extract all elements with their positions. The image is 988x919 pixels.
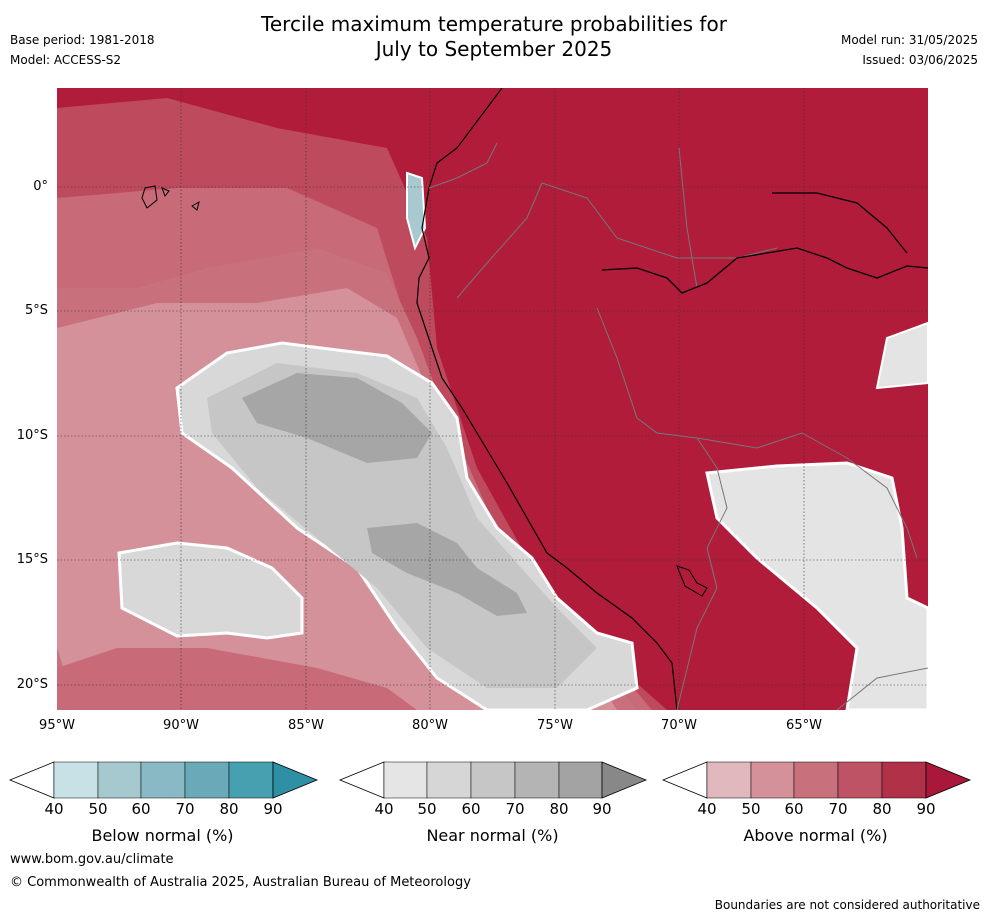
lat-tick: 10°S [16,428,48,443]
below-normal-label: Below normal (%) [91,826,234,845]
meta-left: Base period: 1981-2018 Model: ACCESS-S2 [10,30,155,70]
title-line-1: Tercile maximum temperature probabilitie… [261,12,727,36]
colorbar-below [8,761,319,799]
colorbar-above-40 [706,761,752,799]
colorbar-below-60 [140,761,186,799]
region-near-90 [242,373,432,463]
above-tick: 60 [784,800,804,818]
probability-map [57,88,928,710]
issued-date: Issued: 03/06/2025 [862,53,978,67]
near-tick: 40 [374,800,394,818]
below-tick: 80 [219,800,239,818]
below-tick: 90 [263,800,283,818]
colorbar-near-80 [558,761,603,799]
lat-tick: 5°S [24,303,48,318]
colorbar-near-low [338,761,385,799]
website-link: www.bom.gov.au/climate [10,852,174,867]
above-tick: 70 [828,800,848,818]
colorbar-below-70 [184,761,230,799]
near-tick: 70 [505,800,525,818]
near-tick: 90 [592,800,612,818]
colorbar-below-low [8,761,55,799]
lat-tick: 20°S [16,677,48,692]
colorbar-above-60 [793,761,839,799]
lon-tick: 80°W [412,718,448,733]
colorbar-below-40 [53,761,99,799]
chart-title: Tercile maximum temperature probabilitie… [0,12,988,62]
colorbar-below-80 [228,761,274,799]
colorbar-near-high [601,761,648,799]
colorbar-near-60 [470,761,516,799]
colorbar-near [338,761,648,799]
above-tick: 90 [916,800,936,818]
region-near-normal-east [705,461,928,710]
below-tick: 50 [88,800,108,818]
colorbar-above [661,761,972,799]
lon-tick: 65°W [786,718,822,733]
colorbar-above-70 [837,761,883,799]
region-above-60-south [57,648,417,710]
near-tick: 50 [417,800,437,818]
near-tick: 80 [549,800,569,818]
colorbar-above-low [661,761,708,799]
region-near-normal-northeast [875,321,928,390]
below-tick: 60 [131,800,151,818]
lake-titicaca [676,565,708,597]
lon-tick: 95°W [39,718,75,733]
model-run: Model run: 31/05/2025 [840,33,978,47]
near-tick: 60 [461,800,481,818]
colorbar-above-80 [881,761,927,799]
above-tick: 80 [872,800,892,818]
colorbars [8,761,972,799]
lon-tick: 70°W [661,718,697,733]
coastline [416,88,678,710]
map-grid [57,88,928,710]
lon-tick: 85°W [288,718,324,733]
colorbar-near-50 [426,761,472,799]
colorbar-below-50 [97,761,142,799]
lon-tick: 90°W [163,718,199,733]
region-below-normal-coast [406,171,427,251]
colorbar-below-high [272,761,319,799]
region-near-90-south [367,523,527,616]
meta-right: Model run: 31/05/2025 Issued: 03/06/2025 [841,30,978,70]
above-tick: 50 [741,800,761,818]
country-borders [428,142,928,710]
rivers [601,192,928,294]
colorbar-above-high [925,761,972,799]
below-tick: 40 [44,800,64,818]
above-tick: 40 [697,800,717,818]
below-tick: 70 [175,800,195,818]
near-normal-label: Near normal (%) [426,826,559,845]
boundaries-note: Boundaries are not considered authoritat… [714,898,980,912]
above-normal-label: Above normal (%) [743,826,888,845]
copyright: © Commonwealth of Australia 2025, Austra… [10,875,471,890]
title-line-2: July to September 2025 [375,37,613,61]
lat-tick: 15°S [16,552,48,567]
colorbar-near-40 [383,761,428,799]
region-near-normal-south [117,541,304,640]
galapagos-islands [141,185,200,211]
lon-tick: 75°W [537,718,573,733]
colorbar-above-50 [750,761,795,799]
colorbar-near-70 [514,761,560,799]
model-name: Model: ACCESS-S2 [10,53,122,67]
base-period: Base period: 1981-2018 [10,33,155,47]
lat-tick: 0° [33,179,48,194]
